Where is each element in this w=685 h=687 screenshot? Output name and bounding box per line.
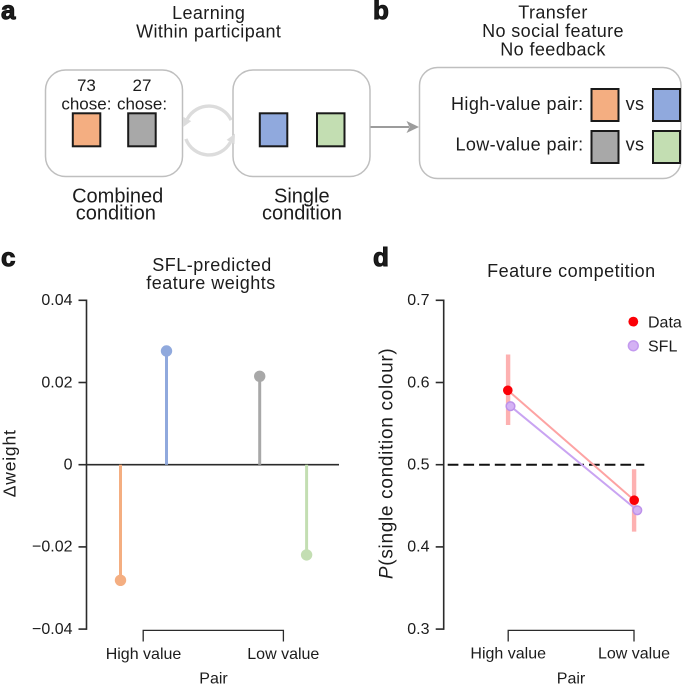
svg-text:Pair: Pair [199, 671, 228, 687]
svg-text:−0.02: −0.02 [32, 539, 73, 556]
svg-text:−0.04: −0.04 [32, 621, 73, 638]
svg-text:27: 27 [133, 76, 152, 95]
svg-text:No feedback: No feedback [500, 40, 606, 60]
svg-text:No social feature: No social feature [482, 21, 624, 41]
svg-text:Δweight: Δweight [0, 429, 20, 497]
svg-text:feature weights: feature weights [146, 273, 276, 293]
svg-text:vs: vs [626, 134, 645, 154]
svg-text:High value: High value [470, 646, 546, 663]
svg-text:0.6: 0.6 [407, 374, 429, 391]
svg-text:High-value pair:: High-value pair: [451, 94, 583, 114]
svg-text:Combined: Combined [72, 186, 163, 208]
svg-text:0: 0 [64, 457, 73, 474]
svg-text:Within participant: Within participant [136, 22, 281, 42]
svg-text:Learning: Learning [172, 3, 245, 23]
svg-text:0.3: 0.3 [407, 621, 429, 638]
svg-text:0.7: 0.7 [407, 292, 429, 309]
svg-text:Single: Single [274, 186, 330, 208]
svg-text:0.4: 0.4 [407, 539, 429, 556]
svg-text:Low value: Low value [247, 646, 319, 663]
svg-text:condition: condition [76, 202, 156, 224]
svg-text:a: a [1, 0, 16, 25]
svg-text:High value: High value [106, 646, 182, 663]
svg-text:73: 73 [77, 76, 96, 95]
svg-text:Feature competition: Feature competition [487, 261, 656, 281]
svg-text:0.02: 0.02 [41, 374, 72, 391]
svg-text:Transfer: Transfer [518, 3, 588, 23]
svg-text:P(single condition colour): P(single condition colour) [377, 348, 398, 580]
svg-text:vs: vs [626, 94, 645, 114]
svg-text:c: c [1, 242, 15, 272]
svg-text:chose:: chose: [61, 95, 111, 114]
svg-text:Low-value pair:: Low-value pair: [455, 134, 583, 154]
svg-text:b: b [373, 0, 389, 25]
svg-text:0.04: 0.04 [41, 292, 72, 309]
svg-text:SFL: SFL [648, 339, 677, 356]
svg-text:Pair: Pair [557, 671, 586, 687]
svg-text:d: d [373, 242, 389, 272]
svg-text:condition: condition [262, 202, 342, 224]
svg-text:SFL-predicted: SFL-predicted [152, 255, 272, 275]
svg-text:chose:: chose: [117, 95, 167, 114]
svg-text:Low value: Low value [598, 646, 670, 663]
svg-text:0.5: 0.5 [407, 457, 429, 474]
svg-text:Data: Data [648, 314, 682, 331]
